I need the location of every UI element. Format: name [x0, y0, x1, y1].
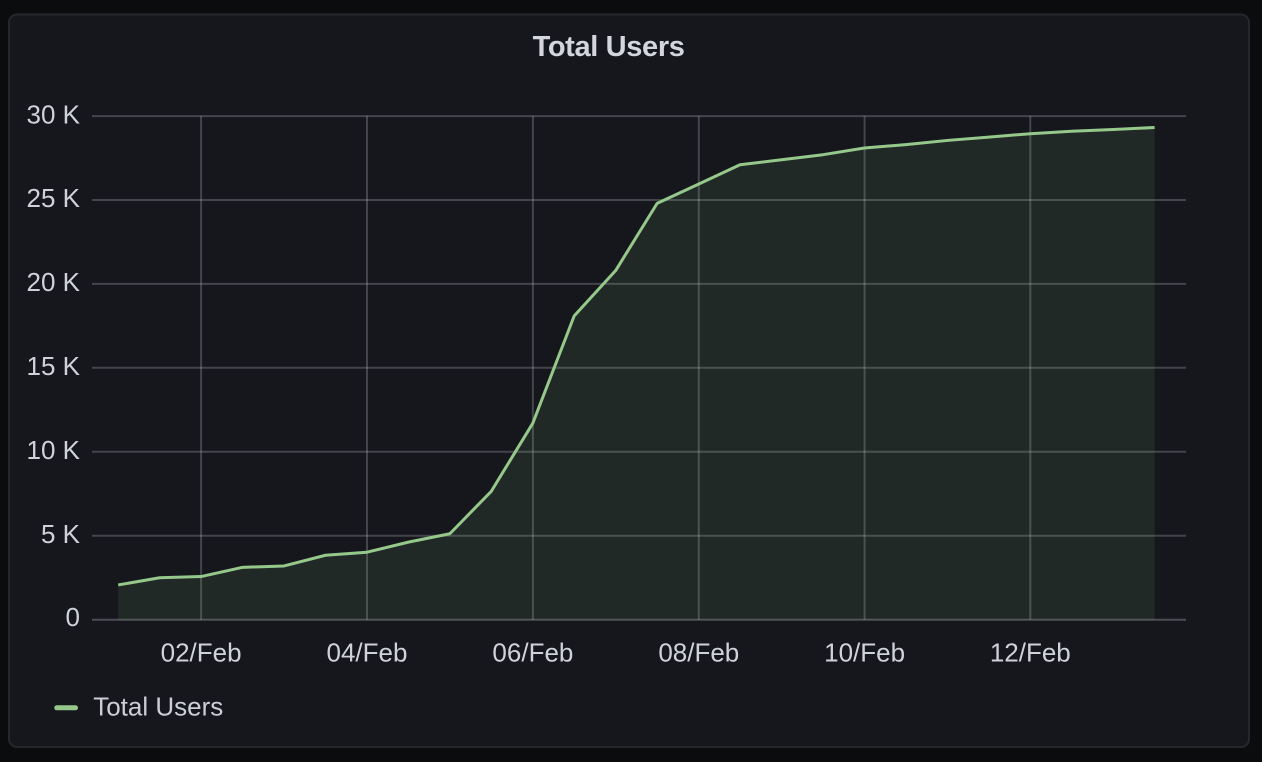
svg-text:10 K: 10 K: [27, 435, 81, 465]
svg-text:0: 0: [66, 602, 80, 632]
svg-text:08/Feb: 08/Feb: [658, 637, 739, 667]
svg-text:15 K: 15 K: [27, 351, 81, 381]
svg-text:25 K: 25 K: [27, 183, 81, 213]
svg-text:06/Feb: 06/Feb: [492, 637, 573, 667]
svg-text:Total Users: Total Users: [93, 691, 223, 721]
svg-text:20 K: 20 K: [27, 267, 81, 297]
svg-text:10/Feb: 10/Feb: [824, 637, 905, 667]
svg-text:Total Users: Total Users: [533, 31, 685, 63]
svg-text:12/Feb: 12/Feb: [990, 637, 1071, 667]
svg-text:04/Feb: 04/Feb: [327, 637, 408, 667]
svg-text:5 K: 5 K: [41, 519, 81, 549]
svg-text:30 K: 30 K: [27, 99, 81, 129]
svg-text:02/Feb: 02/Feb: [161, 637, 242, 667]
